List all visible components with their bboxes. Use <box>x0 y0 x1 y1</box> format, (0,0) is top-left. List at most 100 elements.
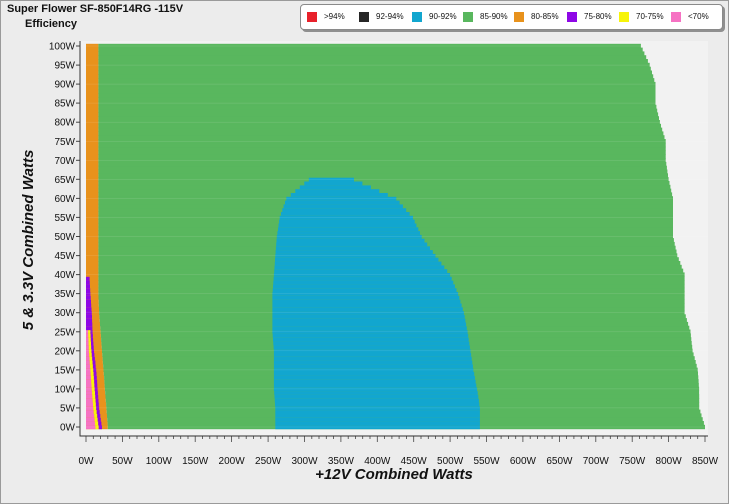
heatmap-cell <box>93 375 97 380</box>
heatmap-cell <box>94 417 98 422</box>
heatmap-cell <box>92 356 95 361</box>
heatmap-cell <box>272 314 465 319</box>
heatmap-cell <box>86 337 89 342</box>
heatmap-cell <box>86 318 93 323</box>
heatmap-cell <box>278 222 417 228</box>
heatmap-cell <box>98 62 650 68</box>
heatmap-cell <box>93 401 96 407</box>
heatmap-cell <box>86 81 99 87</box>
y-tick-label: 95W <box>54 61 75 72</box>
heatmap-cell <box>98 169 668 174</box>
heatmap-cell <box>86 146 99 152</box>
heatmap-cell <box>86 89 99 94</box>
heatmap-cell <box>86 417 95 422</box>
heatmap-cell <box>290 192 388 197</box>
heatmap-cell <box>275 245 430 251</box>
heatmap-cell <box>98 127 663 132</box>
x-tick-label: 100W <box>146 456 173 467</box>
heatmap-cell <box>86 78 99 83</box>
heatmap-cell <box>86 211 99 216</box>
heatmap-cell <box>86 123 99 129</box>
heatmap-cell <box>308 177 354 182</box>
heatmap-cell <box>98 135 665 140</box>
heatmap-cell <box>86 344 89 350</box>
heatmap-cell <box>272 321 467 327</box>
heatmap-cell <box>98 104 657 110</box>
legend-label: <70% <box>688 12 709 21</box>
heatmap-cell <box>86 314 92 319</box>
heatmap-cell <box>273 344 470 350</box>
heatmap-cell <box>90 363 93 369</box>
heatmap-cell <box>275 401 480 407</box>
heatmap-cell <box>86 70 99 75</box>
heatmap-cell <box>86 356 90 361</box>
heatmap-cell <box>98 188 672 193</box>
heatmap-cell <box>98 70 652 75</box>
heatmap-cell <box>91 379 95 384</box>
heatmap-cell <box>95 421 99 426</box>
y-tick-label: 40W <box>54 270 75 281</box>
heatmap-cell <box>86 344 102 350</box>
heatmap-cell <box>274 398 479 403</box>
heatmap-cell <box>96 405 100 411</box>
heatmap-cell <box>91 341 94 346</box>
heatmap-cell <box>86 272 99 277</box>
heatmap-cell <box>95 424 99 430</box>
heatmap-cell <box>86 302 92 308</box>
heatmap-cell <box>86 299 99 304</box>
heatmap-cell <box>275 257 439 262</box>
heatmap-cell <box>86 321 100 327</box>
heatmap-cell <box>95 394 99 399</box>
heatmap-cell <box>86 405 94 411</box>
heatmap-cell <box>86 413 95 418</box>
y-tick-label: 35W <box>54 289 75 300</box>
legend-swatch <box>671 12 681 22</box>
heatmap-cell <box>86 401 93 407</box>
heatmap-cell <box>98 112 659 117</box>
heatmap-cell <box>86 108 99 113</box>
heatmap-cell <box>98 158 666 163</box>
heatmap-cell <box>98 131 664 136</box>
y-tick-label: 45W <box>54 251 75 262</box>
heatmap-cell <box>86 215 99 220</box>
heatmap-cell <box>86 329 101 334</box>
heatmap-cell <box>91 352 95 357</box>
heatmap-cell <box>273 371 475 376</box>
legend-swatch <box>567 12 577 22</box>
heatmap-cell <box>86 100 99 106</box>
heatmap-cell <box>272 291 459 296</box>
heatmap-cell <box>272 325 467 331</box>
heatmap-cell <box>88 337 91 342</box>
heatmap-cell <box>274 264 445 270</box>
heatmap-cell <box>86 363 91 369</box>
heatmap-cell <box>93 371 97 376</box>
heatmap-cell <box>86 47 99 52</box>
heatmap-cell <box>86 139 99 144</box>
heatmap-cell <box>97 413 101 418</box>
chart-subtitle: Efficiency <box>25 18 77 30</box>
heatmap-cell <box>94 382 98 388</box>
legend-label: 90-92% <box>429 12 457 21</box>
heatmap-cell <box>98 424 102 430</box>
chart-title: Super Flower SF-850F14RG -115V <box>7 3 184 15</box>
heatmap-cell <box>276 241 428 247</box>
heatmap-cell <box>95 390 98 395</box>
heatmap-cell <box>86 43 99 49</box>
heatmap-cell <box>275 417 480 422</box>
heatmap-cell <box>273 360 473 365</box>
heatmap-cell <box>86 291 99 296</box>
legend-label: 80-85% <box>531 12 559 21</box>
heatmap-cell <box>90 371 94 376</box>
heatmap-cell <box>86 97 99 102</box>
heatmap-cell <box>98 85 656 91</box>
heatmap-cell <box>98 89 656 94</box>
heatmap-cell <box>273 367 474 372</box>
heatmap-cell <box>86 264 99 270</box>
heatmap-cell <box>86 226 99 232</box>
heatmap-cell <box>86 367 91 372</box>
heatmap-cell <box>86 371 91 376</box>
heatmap-cell <box>273 280 454 285</box>
x-tick-label: 700W <box>583 456 610 467</box>
heatmap-cell <box>98 181 670 186</box>
